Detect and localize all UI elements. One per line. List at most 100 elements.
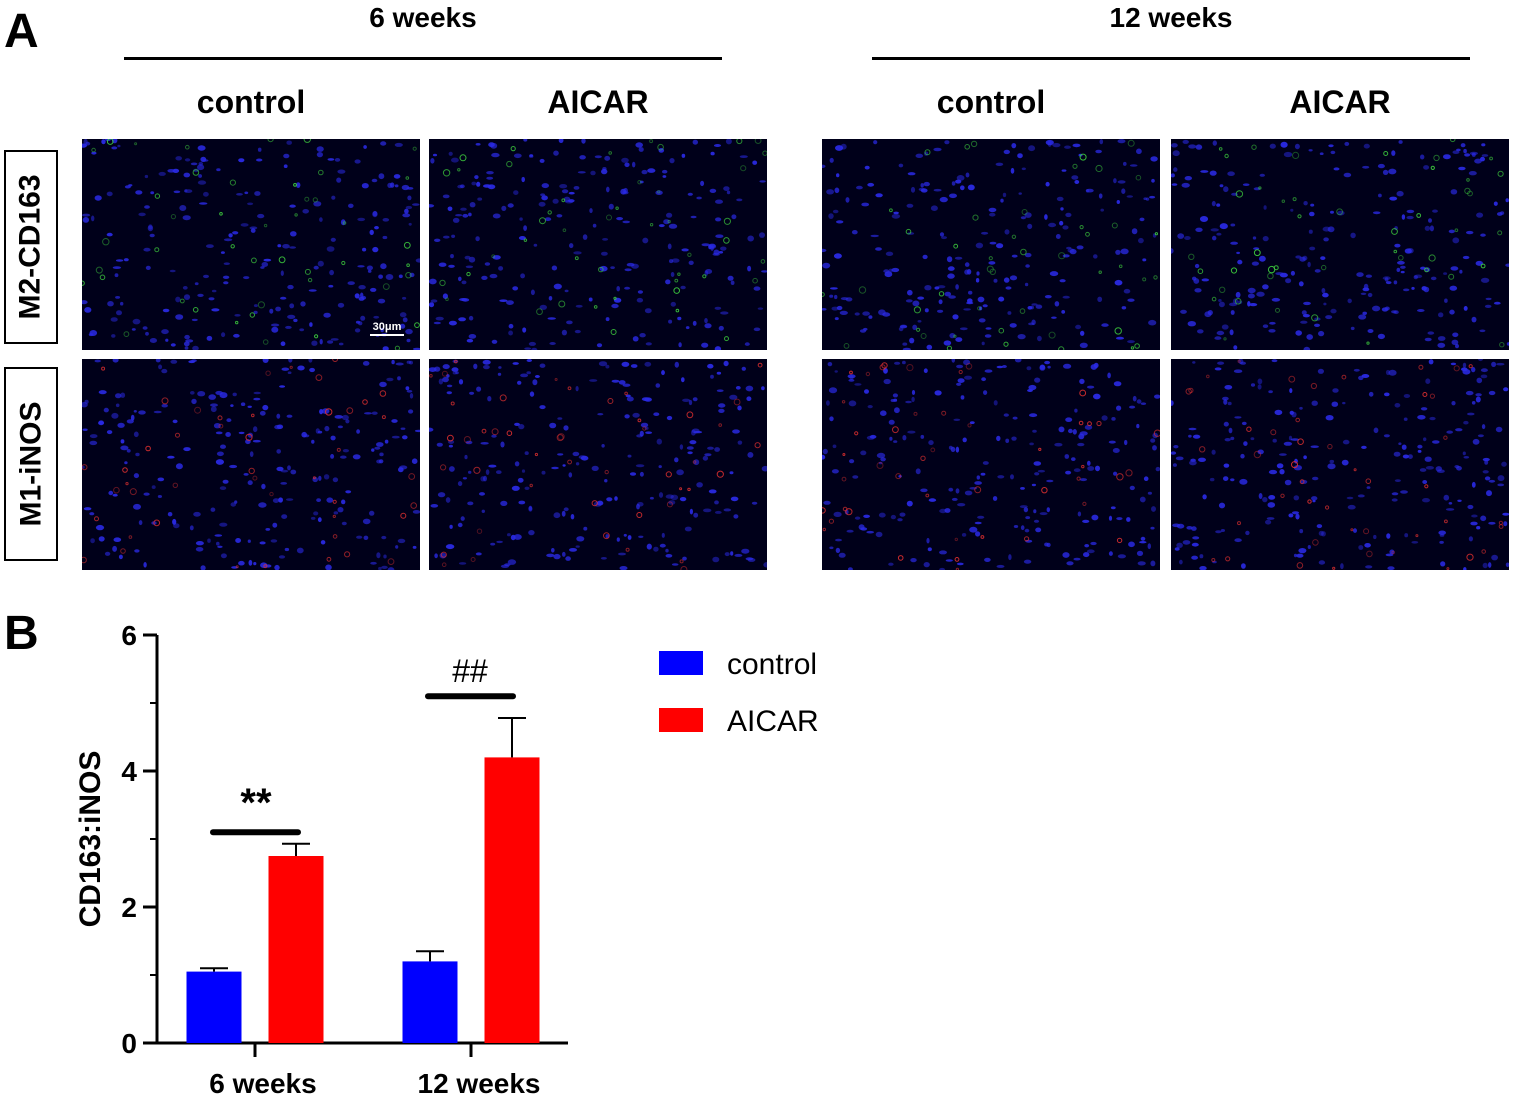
nucleus-dot (1077, 442, 1085, 447)
nucleus-dot (1314, 269, 1321, 273)
nucleus-dot (1366, 486, 1371, 489)
nucleus-dot (1131, 228, 1138, 235)
nucleus-dot (395, 545, 399, 549)
cd163-signal-dot (1366, 341, 1370, 345)
nucleus-dot (301, 431, 307, 438)
nucleus-dot (484, 262, 491, 266)
nucleus-dot (82, 402, 88, 408)
nucleus-dot (83, 507, 92, 511)
nucleus-dot (658, 465, 662, 469)
nucleus-dot (144, 205, 150, 209)
nucleus-dot (601, 444, 605, 448)
nucleus-dot (566, 320, 573, 325)
nucleus-dot (902, 360, 906, 365)
nucleus-dot (1140, 402, 1147, 405)
nucleus-dot (442, 293, 448, 299)
nucleus-dot (106, 191, 113, 197)
inos-signal-dot (636, 512, 643, 518)
nucleus-dot (922, 254, 928, 260)
cd163-signal-dot (405, 176, 410, 180)
nucleus-dot (579, 155, 586, 160)
nucleus-dot (1235, 291, 1241, 298)
nucleus-dot (739, 155, 748, 158)
nucleus-dot (639, 180, 644, 184)
nucleus-dot (167, 455, 175, 459)
nucleus-dot (1227, 401, 1232, 406)
nucleus-dot (1362, 311, 1367, 315)
nucleus-dot (532, 379, 538, 386)
nucleus-dot (446, 374, 450, 378)
nucleus-dot (1394, 479, 1401, 482)
nucleus-dot (666, 415, 673, 421)
nucleus-dot (679, 497, 687, 502)
nucleus-dot (1076, 245, 1084, 250)
nucleus-dot (1020, 487, 1025, 490)
nucleus-dot (1403, 288, 1410, 292)
nucleus-dot (1257, 378, 1263, 385)
nucleus-dot (110, 317, 118, 322)
nucleus-dot (409, 393, 414, 399)
cd163-signal-dot (179, 298, 185, 304)
nucleus-dot (216, 541, 220, 546)
cd163-signal-dot (953, 243, 959, 249)
nucleus-dot (1031, 319, 1036, 326)
nucleus-dot (975, 242, 984, 249)
nucleus-dot (362, 247, 367, 252)
inos-signal-dot (172, 482, 179, 489)
nucleus-dot (1061, 169, 1067, 172)
nucleus-dot (822, 262, 831, 269)
nucleus-dot (541, 470, 546, 475)
nucleus-dot (277, 244, 282, 248)
nucleus-dot (325, 564, 332, 570)
nucleus-dot (1373, 427, 1379, 434)
nucleus-dot (707, 363, 714, 369)
nucleus-dot (1072, 143, 1081, 148)
nucleus-dot (1054, 442, 1063, 447)
nucleus-dot (1071, 175, 1079, 180)
nucleus-dot (433, 366, 441, 372)
nucleus-dot (891, 267, 900, 273)
inos-signal-dot (1325, 505, 1330, 510)
nucleus-dot (517, 477, 524, 483)
nucleus-dot (1071, 457, 1076, 461)
nucleus-dot (1414, 274, 1423, 279)
nucleus-dot (465, 440, 473, 445)
cd163-signal-dot (123, 331, 130, 338)
cd163-signal-dot (593, 305, 598, 309)
inos-signal-dot (1280, 493, 1285, 499)
nucleus-dot (752, 160, 758, 165)
nucleus-dot (1406, 215, 1414, 220)
panel-a-letter: A (4, 5, 39, 58)
nucleus-dot (475, 236, 480, 242)
cd163-signal-dot (1135, 174, 1142, 181)
nucleus-dot (293, 318, 298, 323)
nucleus-dot (670, 272, 675, 277)
nucleus-dot (678, 342, 682, 348)
nucleus-dot (308, 359, 313, 363)
nucleus-dot (860, 450, 867, 456)
nucleus-dot (671, 258, 680, 263)
nucleus-dot (492, 213, 501, 219)
inos-signal-dot (94, 516, 99, 522)
nucleus-dot (1292, 511, 1299, 515)
nucleus-dot (1461, 367, 1468, 372)
nucleus-dot (153, 410, 162, 414)
nucleus-dot (213, 423, 221, 429)
cd163-signal-dot (394, 345, 400, 350)
nucleus-dot (590, 170, 596, 176)
nucleus-dot (296, 547, 304, 554)
nucleus-dot (449, 466, 455, 472)
nucleus-dot (183, 294, 191, 300)
nucleus-dot (1061, 310, 1066, 314)
nucleus-dot (1497, 475, 1505, 482)
nucleus-dot (945, 559, 953, 562)
nucleus-dot (933, 188, 942, 192)
nucleus-dot (458, 562, 467, 565)
nucleus-dot (323, 312, 331, 318)
nucleus-dot (90, 538, 95, 544)
nucleus-dot (713, 144, 722, 147)
nucleus-dot (1306, 334, 1313, 340)
nucleus-dot (300, 301, 306, 307)
nucleus-dot (1023, 559, 1032, 564)
nucleus-dot (863, 514, 870, 518)
